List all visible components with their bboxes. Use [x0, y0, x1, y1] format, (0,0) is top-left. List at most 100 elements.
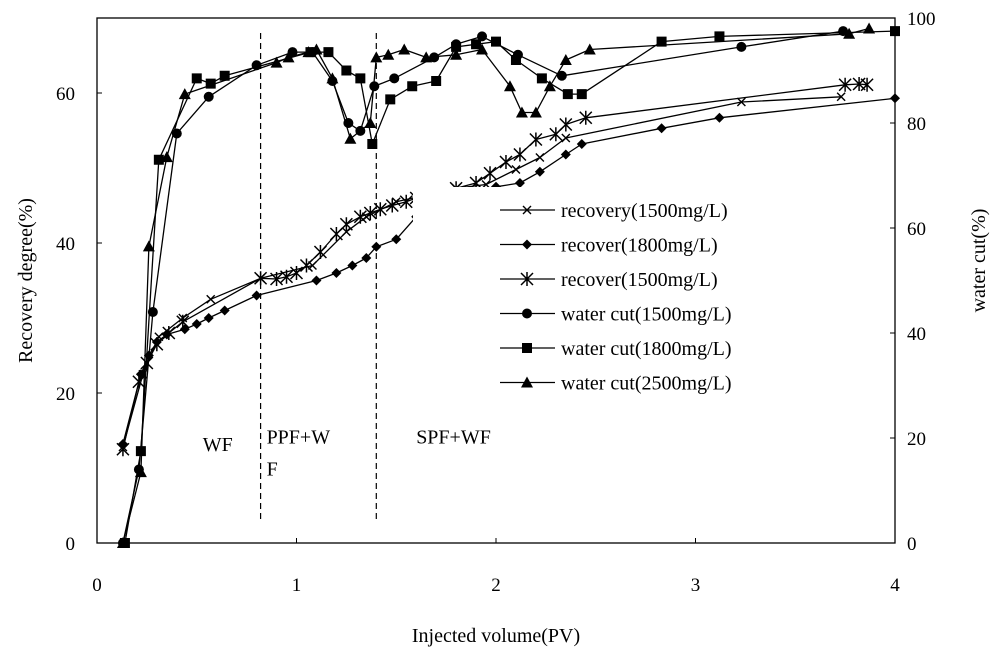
asterisk-marker	[373, 202, 387, 217]
square-marker	[355, 73, 366, 84]
diamond-marker	[219, 305, 230, 316]
y-tick-label: 60	[56, 84, 75, 105]
x-tick-label: 1	[292, 575, 302, 596]
circle-marker	[477, 31, 488, 42]
asterisk-marker	[162, 326, 176, 340]
diamond-marker	[331, 268, 342, 278]
square-marker	[510, 55, 521, 65]
square-marker	[471, 39, 482, 50]
square-marker	[522, 343, 532, 353]
diamond-marker	[347, 260, 358, 271]
square-marker	[219, 70, 230, 81]
circle-marker	[522, 308, 532, 319]
asterisk-marker	[520, 272, 534, 286]
asterisk-marker	[299, 258, 314, 273]
y2-tick-label: 0	[907, 534, 917, 555]
region-label: SPF+WF	[416, 426, 491, 448]
triangle-marker	[344, 132, 357, 144]
x-marker	[561, 133, 571, 143]
legend-label: recovery(1500mg/L)	[561, 200, 728, 222]
legend-label: water cut(1800mg/L)	[561, 338, 732, 360]
legend-item: recover(1500mg/L)	[500, 269, 718, 291]
diamond-marker	[191, 319, 202, 329]
asterisk-marker	[385, 198, 399, 213]
square-marker	[890, 26, 900, 37]
legend: recovery(1500mg/L) recover(1800mg/L) recov…	[413, 187, 793, 397]
asterisk-marker	[399, 194, 413, 209]
diamond-marker	[371, 241, 382, 252]
asterisk-marker	[353, 209, 367, 224]
triangle-marker	[382, 48, 395, 60]
triangle-marker	[370, 51, 383, 63]
asterisk-marker	[513, 147, 527, 162]
region-label: PPF+W	[267, 426, 331, 448]
x-tick-label: 2	[491, 575, 501, 596]
x-marker	[535, 153, 545, 162]
legend-label: recover(1500mg/L)	[561, 269, 718, 291]
triangle-marker	[521, 376, 533, 388]
legend-item: water cut(1800mg/L)	[500, 338, 732, 360]
square-marker	[323, 47, 334, 58]
triangle-marker	[398, 43, 411, 55]
diamond-marker	[576, 139, 587, 149]
triangle-marker	[116, 537, 129, 548]
asterisk-marker	[838, 77, 852, 92]
asterisk-marker	[132, 374, 146, 389]
diamond-marker	[560, 149, 571, 160]
x-marker	[736, 97, 746, 107]
square-marker	[407, 81, 418, 92]
asterisk-marker	[279, 269, 294, 284]
legend-item: water cut(1500mg/L)	[500, 304, 732, 326]
asterisk-marker	[529, 132, 543, 147]
x-axis-title: Injected volume(PV)	[412, 625, 580, 647]
x-marker	[206, 294, 216, 304]
asterisk-marker	[499, 155, 513, 169]
legend-label: recover(1800mg/L)	[561, 235, 718, 257]
diamond-marker	[251, 290, 262, 301]
square-marker	[367, 139, 378, 149]
asterisk-marker	[483, 166, 497, 181]
square-marker	[191, 73, 202, 84]
asterisk-marker	[254, 271, 268, 286]
diamond-marker	[656, 123, 667, 134]
triangle-marker	[559, 54, 572, 65]
asterisk-marker	[559, 117, 573, 132]
y-tick-label: 0	[66, 534, 76, 555]
asterisk-marker	[363, 206, 377, 220]
circle-marker	[429, 52, 440, 63]
square-marker	[562, 89, 573, 100]
diamond-marker	[311, 275, 322, 286]
asterisk-marker	[313, 245, 327, 259]
square-marker	[451, 41, 462, 52]
diamond-marker	[391, 234, 402, 245]
square-marker	[135, 446, 146, 457]
triangle-marker	[160, 151, 173, 163]
y2-tick-label: 80	[907, 114, 926, 135]
asterisk-marker	[289, 266, 304, 280]
triangle-marker	[282, 51, 295, 63]
diamond-marker	[361, 253, 372, 263]
y2-axis-title: water cut(%)	[968, 209, 990, 313]
legend-item: water cut(2500mg/L)	[500, 373, 732, 395]
x-marker	[341, 227, 351, 237]
diamond-marker	[534, 166, 545, 177]
square-marker	[153, 154, 164, 165]
x-tick-label: 4	[890, 575, 900, 596]
y-tick-label: 20	[56, 384, 75, 405]
circle-marker	[736, 41, 747, 52]
circle-marker	[389, 73, 400, 84]
triangle-marker	[863, 22, 876, 34]
triangle-marker	[326, 72, 339, 84]
x-tick-label: 3	[691, 575, 701, 596]
y-axis-title: Recovery degree(%)	[15, 198, 37, 363]
square-marker	[576, 89, 587, 100]
y-tick-label: 40	[56, 234, 75, 255]
asterisk-marker	[579, 110, 593, 125]
diamond-marker	[714, 112, 725, 123]
region-label: WF	[203, 434, 233, 456]
x-marker	[511, 165, 521, 174]
diamond-marker	[890, 93, 900, 104]
square-marker	[656, 36, 667, 47]
series-line	[122, 30, 844, 544]
